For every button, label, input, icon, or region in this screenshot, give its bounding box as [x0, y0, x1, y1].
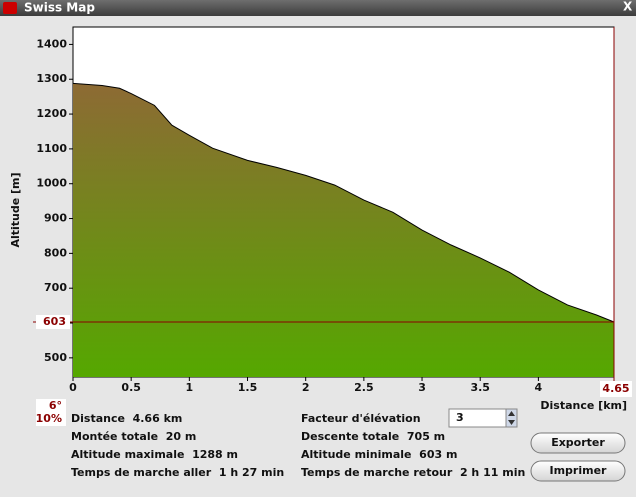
stat-right: Facteur d'élévation: [301, 412, 421, 425]
x-tick-label: 1: [186, 381, 194, 394]
altitude-marker-box: [36, 314, 70, 329]
elevation-line: [72, 82, 615, 323]
factor-value: 3: [456, 411, 464, 424]
title-bar: [0, 0, 636, 16]
y-tick-label: 1100: [36, 142, 67, 155]
print-button[interactable]: [530, 460, 626, 482]
print-label: Imprimer: [550, 464, 608, 477]
x-tick-label: 0: [69, 381, 77, 394]
y-axis-label: Altitude [m]: [9, 172, 22, 247]
altitude-marker-label: 603: [43, 315, 66, 328]
y-tick-label: 700: [44, 281, 67, 294]
y-tick-label: 1300: [36, 72, 67, 85]
y-tick-label: 900: [44, 212, 67, 225]
stat-left: Montée totale 20 m: [71, 430, 196, 443]
stat-left: Temps de marche aller 1 h 27 min: [71, 466, 284, 479]
stat-left: Altitude maximale 1288 m: [71, 448, 238, 461]
x-axis-label: Distance [km]: [540, 399, 627, 412]
x-tick-label: 2: [302, 381, 310, 394]
elevation-area: [73, 83, 614, 377]
y-tick-label: 1200: [36, 107, 67, 120]
stat-right: Descente totale 705 m: [301, 430, 445, 443]
x-tick-label: 1.5: [238, 381, 258, 394]
stat-right: Temps de marche retour 2 h 11 min: [301, 466, 525, 479]
y-tick-label: 800: [44, 246, 67, 259]
spinner-arrows[interactable]: [505, 408, 518, 428]
close-button[interactable]: X: [623, 0, 633, 14]
x-tick-label: 3: [418, 381, 426, 394]
slope-percent: 10%: [36, 412, 62, 425]
stat-right: Altitude minimale 603 m: [301, 448, 457, 461]
window-title: Swiss Map: [24, 1, 95, 15]
y-tick-label: 1000: [36, 177, 67, 190]
export-button[interactable]: [530, 432, 626, 454]
x-tick-label: 4: [535, 381, 543, 394]
y-tick-label: 1400: [36, 37, 67, 50]
x-tick-label: 0.5: [121, 381, 141, 394]
stat-left: Distance 4.66 km: [71, 412, 182, 425]
app-icon: [3, 2, 17, 14]
distance-marker-box: [600, 381, 632, 397]
spinner-arrow-icons: [508, 411, 515, 425]
slope-box: [36, 399, 66, 426]
y-tick-label: 500: [44, 351, 67, 364]
slope-degrees: 6°: [49, 399, 62, 412]
x-tick-label: 2.5: [354, 381, 374, 394]
distance-marker-label: 4.65: [602, 382, 629, 395]
x-tick-label: 3.5: [470, 381, 490, 394]
export-label: Exporter: [551, 436, 605, 449]
